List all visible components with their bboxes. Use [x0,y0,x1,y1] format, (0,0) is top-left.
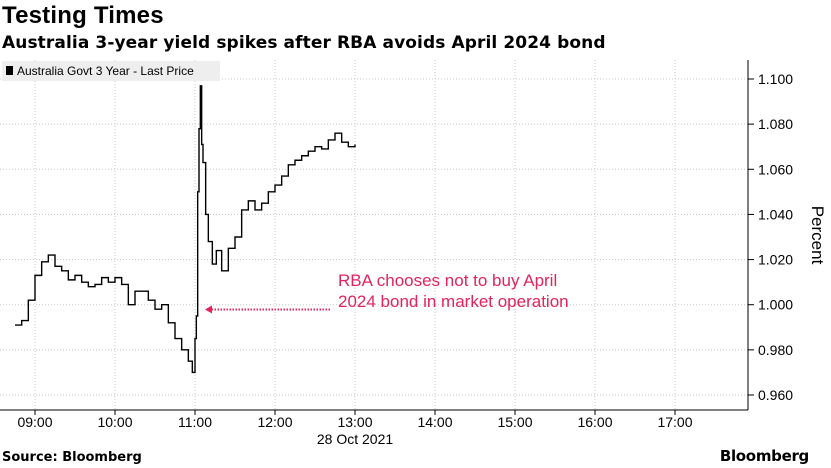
legend-swatch [6,66,13,75]
x-tick-label: 09:00 [17,414,52,430]
y-tick-label: 1.020 [758,252,793,268]
y-tick-label: 1.060 [758,161,793,177]
x-axis-label: 28 Oct 2021 [317,431,393,447]
y-tick-label: 1.100 [758,71,793,87]
series-line [15,85,356,374]
annotation-line-2: 2024 bond in market operation [338,292,569,311]
legend-label: Australia Govt 3 Year - Last Price [17,64,194,78]
y-tick-label: 1.080 [758,116,793,132]
x-tick-label: 17:00 [657,414,692,430]
x-tick-label: 12:00 [257,414,292,430]
x-tick-label: 16:00 [577,414,612,430]
x-tick-label: 10:00 [97,414,132,430]
legend-box [2,61,220,81]
annotation-arrow-head [205,305,212,314]
y-tick-label: 1.000 [758,297,793,313]
chart-subtitle: Australia 3-year yield spikes after RBA … [2,33,606,53]
y-tick-label: 1.040 [758,206,793,222]
x-tick-label: 11:00 [178,414,212,430]
y-tick-label: 0.960 [758,387,793,403]
chart-title: Testing Times [2,2,164,29]
annotation-line-1: RBA chooses not to buy April [338,271,557,290]
x-tick-label: 14:00 [417,414,452,430]
y-axis-label: Percent [808,206,827,265]
y-tick-label: 0.980 [758,342,793,358]
source-note: Source: Bloomberg [2,450,142,465]
x-tick-label: 15:00 [497,414,532,430]
bloomberg-logo: Bloomberg [719,447,809,465]
x-tick-label: 13:00 [337,414,372,430]
